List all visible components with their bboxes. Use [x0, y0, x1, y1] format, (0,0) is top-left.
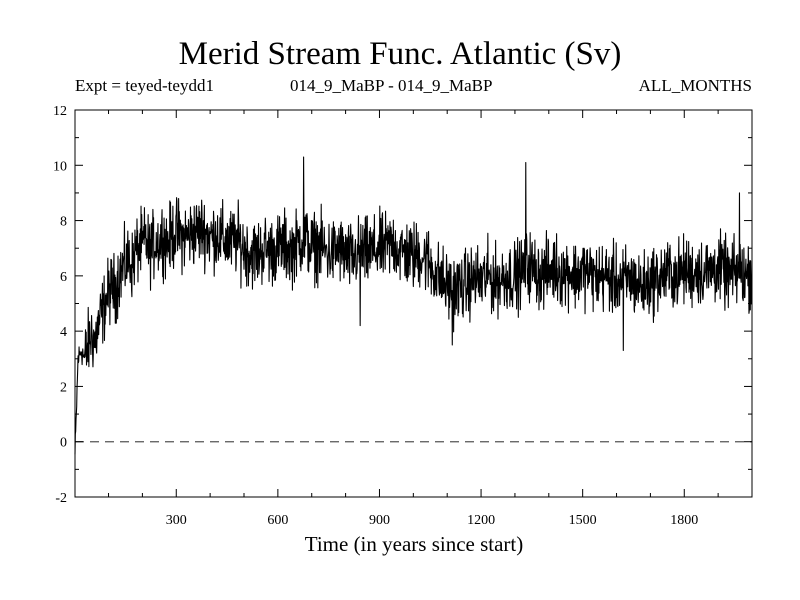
x-tick-label: 1800 — [670, 513, 698, 528]
y-tick-label: 6 — [60, 270, 67, 285]
x-tick-label: 1200 — [467, 513, 495, 528]
series-line — [74, 156, 753, 455]
y-tick-label: 2 — [60, 380, 67, 395]
y-tick-label: -2 — [55, 491, 67, 506]
x-tick-label: 300 — [166, 513, 187, 528]
period-label: 014_9_MaBP - 014_9_MaBP — [290, 76, 493, 95]
x-tick-label: 900 — [369, 513, 390, 528]
plot-frame — [74, 109, 753, 498]
y-tick-label: 8 — [60, 215, 67, 230]
y-tick-label: 4 — [60, 325, 67, 340]
chart-title: Merid Stream Func. Atlantic (Sv) — [178, 36, 622, 72]
y-tick-label: 12 — [53, 104, 67, 119]
x-axis-label: Time (in years since start) — [304, 532, 524, 556]
x-tick-label: 600 — [267, 513, 288, 528]
experiment-label: Expt = teyed-teydd1 — [75, 76, 214, 95]
y-tick-label: 10 — [53, 159, 67, 174]
x-tick-label: 1500 — [569, 513, 597, 528]
months-label: ALL_MONTHS — [638, 76, 752, 95]
y-tick-label: 0 — [60, 436, 67, 451]
